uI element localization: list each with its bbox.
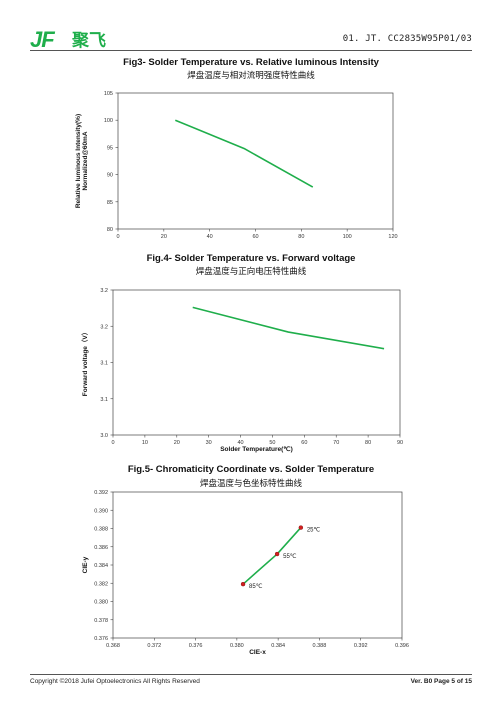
y-tick-label: 100: [104, 118, 113, 124]
x-tick-label: 20: [161, 234, 167, 240]
x-tick-label: 20: [174, 440, 180, 446]
y-tick-label: 0.378: [94, 618, 108, 624]
fig5-title: Fig.5- Chromaticity Coordinate vs. Solde…: [127, 464, 375, 475]
plot-frame: [112, 491, 403, 639]
svg-text:聚飞: 聚飞: [71, 31, 106, 50]
x-tick-label: 120: [388, 234, 397, 240]
x-tick-label: 80: [298, 234, 304, 240]
x-axis-label: Solder Temperature(℃): [220, 445, 293, 453]
y-tick-label: 0.380: [94, 600, 108, 606]
y-axis-label: Normalized@60mA: [82, 131, 89, 190]
x-tick-label: 0.392: [354, 643, 368, 649]
y-axis-label: Relative luminous Intensity(%): [75, 114, 82, 208]
x-tick-label: 50: [269, 440, 275, 446]
x-tick-label: 30: [206, 440, 212, 446]
x-tick-label: 0.380: [230, 643, 244, 649]
x-tick-label: 90: [397, 440, 403, 446]
y-tick-label: 0.386: [94, 545, 108, 551]
plot-frame: [112, 289, 401, 436]
fig4-subtitle: 焊盘温度与正向电压特性曲线: [195, 267, 307, 277]
x-tick-label: 70: [333, 440, 339, 446]
data-point: [240, 581, 246, 587]
data-point: [274, 551, 280, 557]
y-tick-label: 80: [107, 227, 113, 233]
fig3-subtitle: 焊盘温度与相对流明强度特性曲线: [187, 71, 315, 81]
plot-frame: [117, 92, 394, 230]
y-tick-label: 0.390: [94, 508, 108, 514]
x-tick-label: 60: [301, 440, 307, 446]
fig5-subtitle: 焊盘温度与色坐标特性曲线: [199, 479, 302, 489]
x-tick-label: 40: [207, 234, 213, 240]
y-tick-label: 3.1: [100, 397, 108, 403]
fig3-chart: 0 20 40 60 80 100 120 80 85 90 95 100 105 Relative lu…: [75, 91, 398, 240]
x-tick-label: 0.384: [271, 643, 285, 649]
y-axis-label: Forward voltage（V）: [81, 329, 89, 397]
y-tick-label: 85: [107, 200, 113, 206]
data-point-label: 85℃: [249, 584, 263, 590]
x-tick-label: 80: [365, 440, 371, 446]
y-tick-label: 3.0: [100, 433, 108, 439]
y-tick-label: 0.384: [94, 563, 108, 569]
x-axis-label: CIE-x: [249, 649, 266, 656]
y-tick-label: 95: [107, 145, 113, 151]
fig5-chart: 0.368 0.372 0.376 0.380 0.384 0.388 0.392 0.396…: [82, 490, 409, 656]
x-tick-label: 0.396: [395, 643, 409, 649]
fig4-chart: 0 10 20 30 40 50 60 70 80 90 3.0 3.1 3.1 3.2 3.2 Forwar…: [81, 288, 403, 453]
y-tick-label: 90: [107, 173, 113, 179]
x-tick-label: 40: [237, 440, 243, 446]
x-tick-label: 0.376: [189, 643, 203, 649]
y-tick-label: 3.2: [100, 324, 108, 330]
y-tick-label: 3.1: [100, 361, 108, 367]
y-tick-label: 0.382: [94, 581, 108, 587]
y-tick-label: 0.376: [94, 636, 108, 642]
x-tick-label: 0: [111, 440, 114, 446]
svg-text:JF: JF: [30, 27, 55, 52]
x-tick-label: 0.388: [313, 643, 327, 649]
data-point-label: 55℃: [283, 554, 297, 560]
x-tick-label: 0.372: [147, 643, 161, 649]
series-line: [192, 306, 385, 350]
copyright-text: Copyright ©2018 Jufei Optoelectronics Al…: [30, 678, 200, 685]
x-tick-label: 100: [343, 234, 352, 240]
page-version: Ver. B0 Page 5 of 15: [410, 678, 472, 685]
fig3-title: Fig3- Solder Temperature vs. Relative lu…: [123, 57, 379, 68]
y-tick-label: 3.2: [100, 288, 108, 294]
x-tick-label: 10: [142, 440, 148, 446]
x-tick-label: 60: [252, 234, 258, 240]
x-tick-label: 0.368: [106, 643, 120, 649]
footer-divider: [30, 674, 472, 675]
y-tick-label: 0.388: [94, 527, 108, 533]
data-point-label: 25℃: [307, 528, 321, 534]
series-line: [174, 119, 314, 188]
company-logo: JF 聚飞: [30, 27, 106, 52]
y-tick-label: 0.392: [94, 490, 108, 496]
y-tick-label: 105: [104, 91, 113, 97]
fig4-title: Fig.4- Solder Temperature vs. Forward vo…: [146, 253, 356, 264]
document-code: 01. JT. CC2835W95P01/03: [342, 34, 472, 44]
x-tick-label: 0: [116, 234, 119, 240]
header-divider: [30, 50, 472, 51]
y-axis-label: CIE-y: [82, 556, 89, 573]
data-point: [298, 525, 304, 530]
